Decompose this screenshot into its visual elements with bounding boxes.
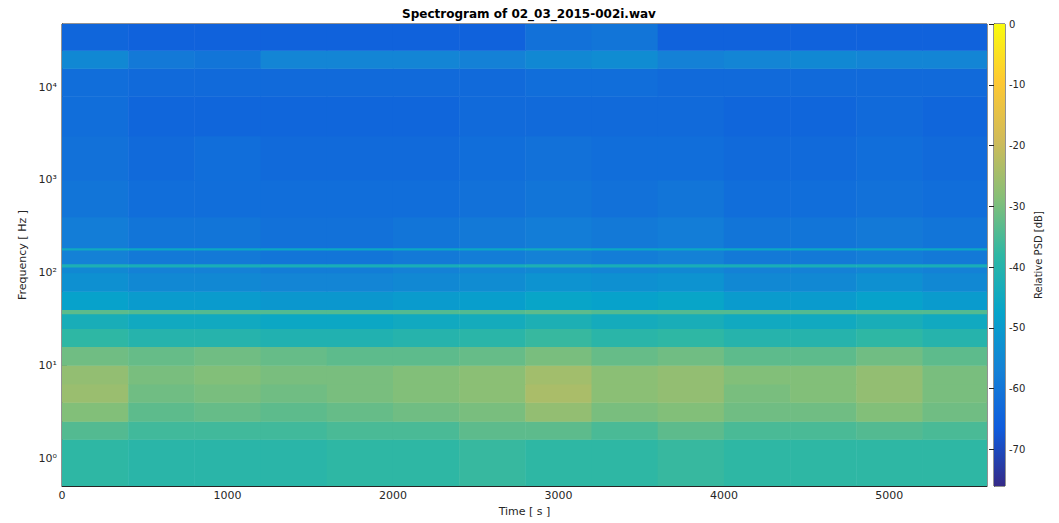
svg-text:Spectrogram of 02_03_2015-002i: Spectrogram of 02_03_2015-002i.wav (402, 7, 656, 22)
svg-text:10⁴: 10⁴ (39, 81, 58, 94)
svg-text:Relative PSD [dB]: Relative PSD [dB] (1033, 211, 1044, 299)
svg-text:10¹: 10¹ (39, 359, 57, 372)
svg-text:Frequency [ Hz ]: Frequency [ Hz ] (16, 210, 29, 300)
svg-text:2000: 2000 (379, 489, 407, 502)
svg-text:4000: 4000 (710, 489, 738, 502)
svg-text:-20: -20 (1009, 140, 1025, 151)
svg-text:0: 0 (1009, 19, 1015, 30)
svg-text:0: 0 (59, 489, 66, 502)
svg-text:-70: -70 (1009, 444, 1025, 455)
svg-text:-40: -40 (1009, 262, 1025, 273)
svg-text:5000: 5000 (875, 489, 903, 502)
svg-text:-30: -30 (1009, 201, 1025, 212)
svg-text:-10: -10 (1009, 79, 1025, 90)
svg-text:10³: 10³ (39, 173, 57, 186)
svg-text:1000: 1000 (213, 489, 241, 502)
svg-text:10²: 10² (39, 266, 57, 279)
svg-text:10⁰: 10⁰ (39, 452, 58, 465)
svg-text:-60: -60 (1009, 383, 1025, 394)
svg-text:3000: 3000 (544, 489, 572, 502)
svg-text:-50: -50 (1009, 322, 1025, 333)
svg-text:Time [ s ]: Time [ s ] (498, 505, 551, 518)
